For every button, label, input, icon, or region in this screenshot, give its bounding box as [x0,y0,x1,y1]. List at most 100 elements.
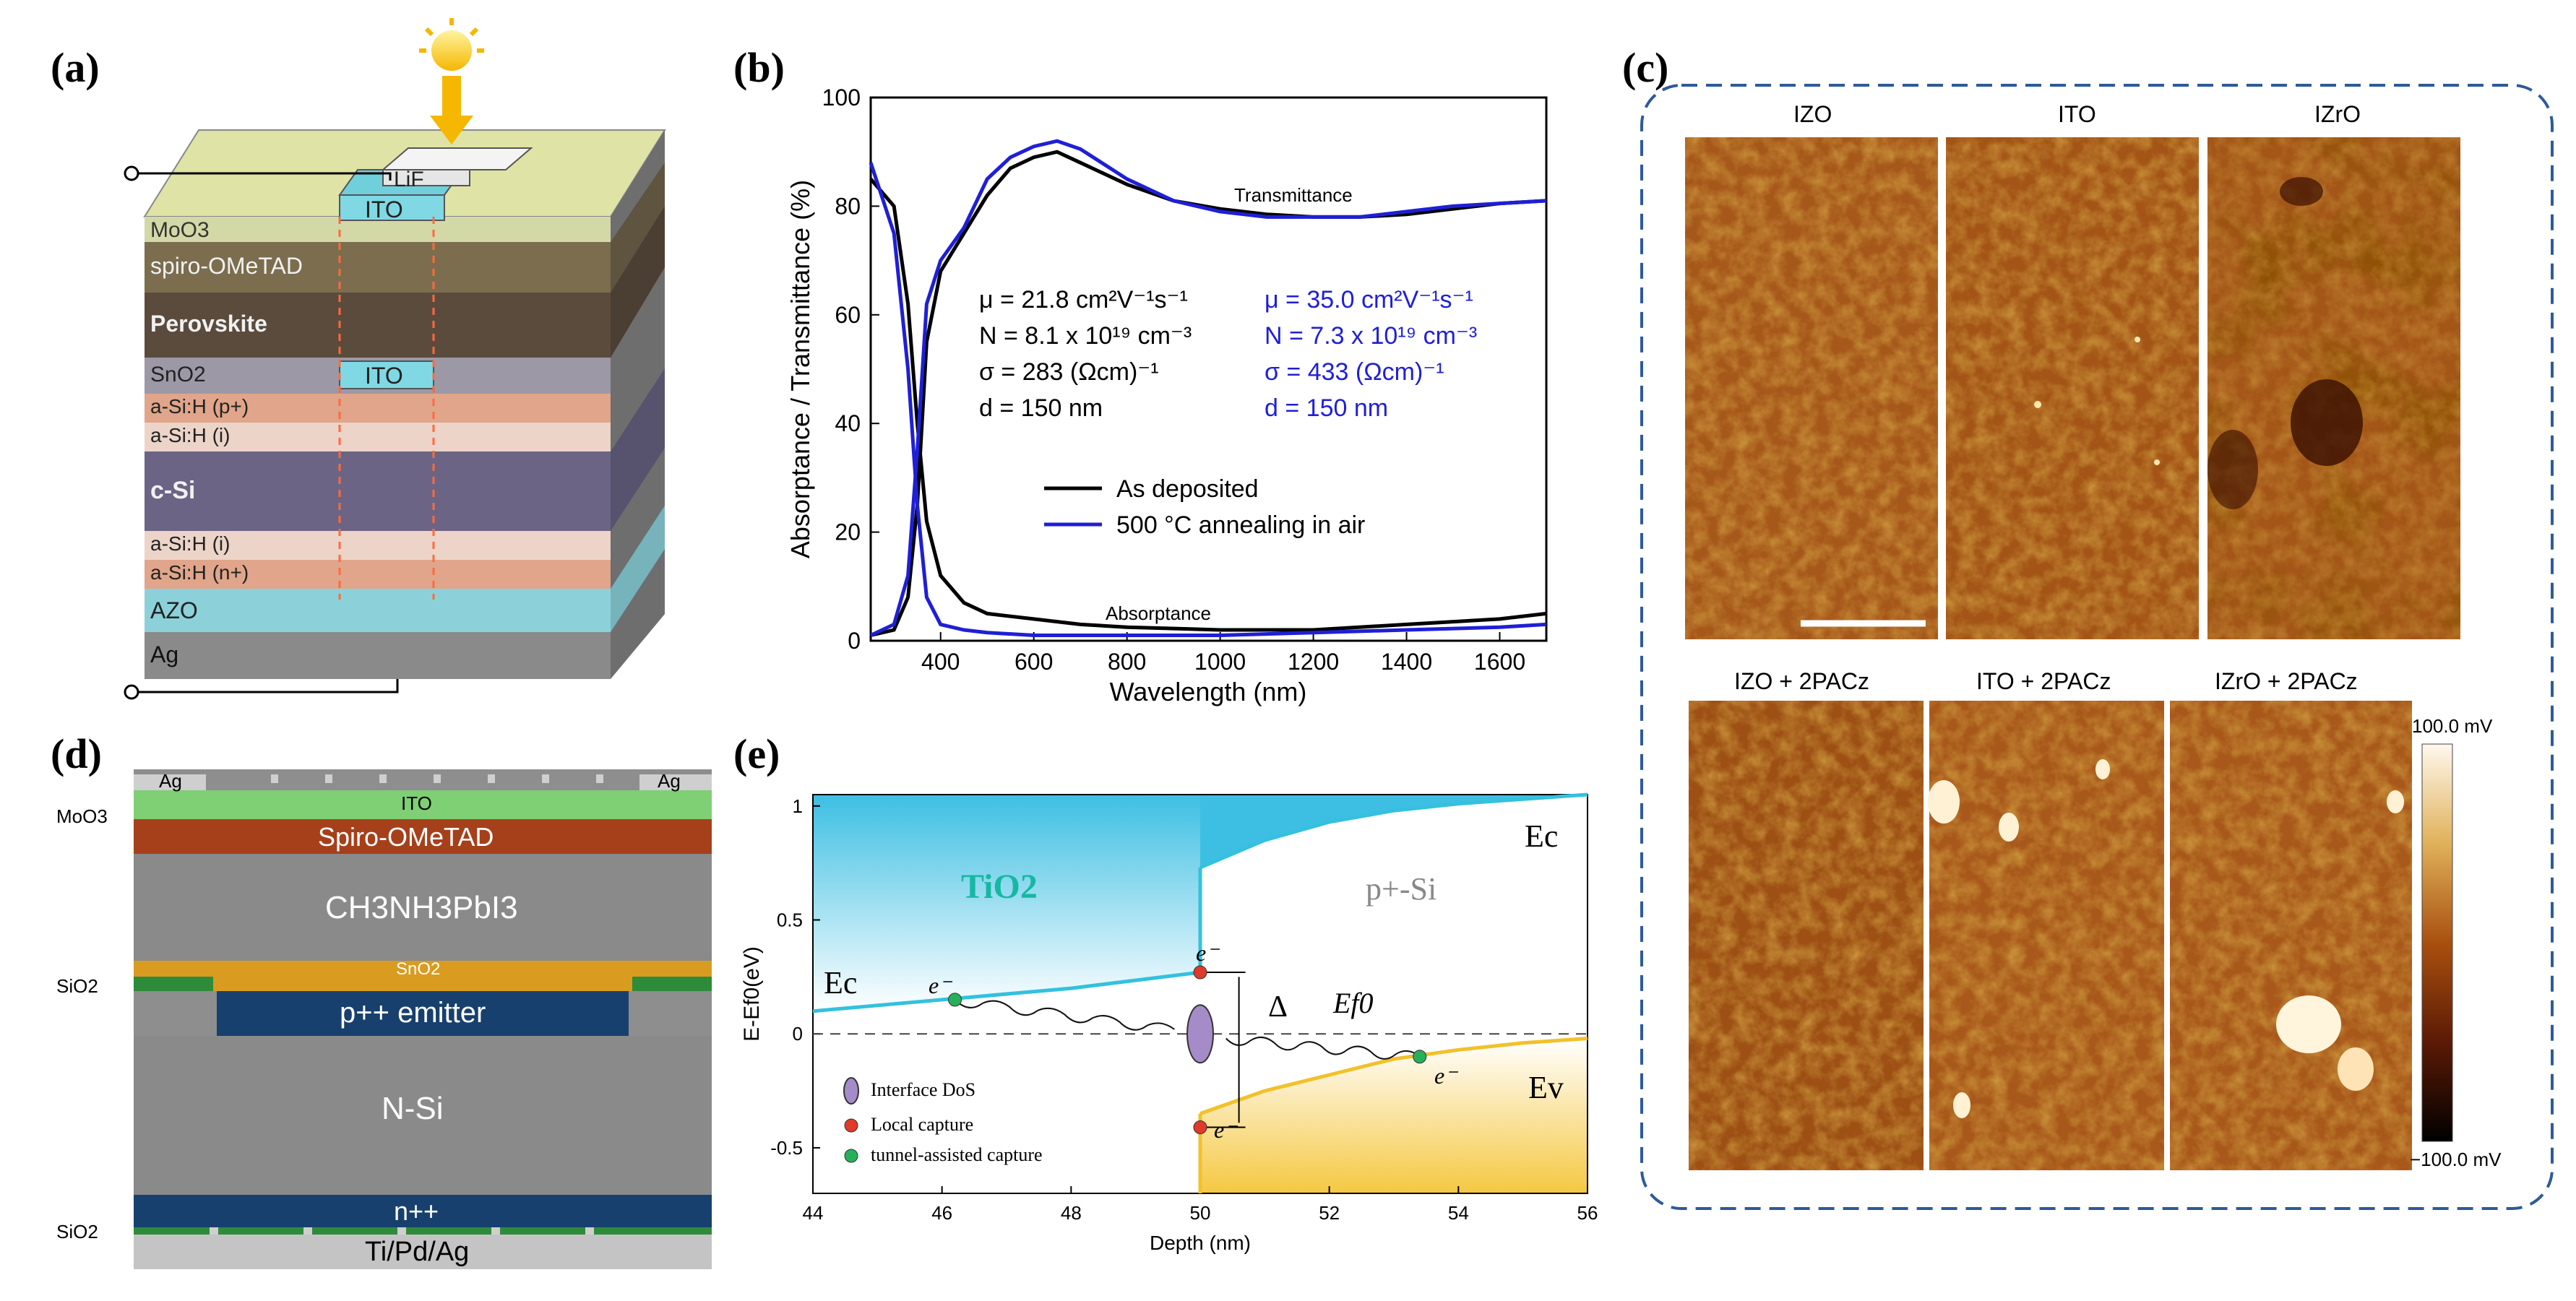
map-ito-2pacz [1928,701,2164,1170]
legend-tunnel-capture: tunnel-assisted capture [871,1144,1043,1165]
layer-nsi [134,1036,712,1195]
label-delta: Δ [1268,990,1288,1024]
label-ag: Ag [150,641,179,667]
y-tick-label: 1 [793,795,803,817]
label-ag-right: Ag [658,770,681,792]
layer-sno2 [145,358,611,394]
x-tick-label: 1000 [1194,649,1246,675]
layer-spiro [134,819,712,854]
x-tick-label: 800 [1108,649,1146,675]
layer-perovskite [145,293,611,358]
y-axis-label: Absorptance / Transmittance (%) [785,180,815,558]
local-capture-marker [1193,965,1207,980]
map-izro [2207,137,2460,639]
layer-sio2-bottom [134,1227,712,1235]
title-ito: ITO [2058,101,2096,127]
label-perovskite: Perovskite [150,311,267,337]
layer-asi-p [145,394,611,423]
y-tick-label: 20 [835,519,861,545]
legend-local-capture: Local capture [871,1114,974,1135]
si-vb-region [1200,1038,1588,1193]
map-ito [1946,137,2199,639]
layer-sio2-top-left [134,977,213,991]
panel-a-label: (a) [51,44,100,91]
x-tick-label: 50 [1190,1202,1211,1224]
label-sno2: SnO2 [150,363,206,386]
label-asi-i-top: a-Si:H (i) [150,424,231,446]
label-perovskite: CH3NH3PbI3 [325,890,518,925]
map-izro-2pacz [2170,701,2412,1170]
layer-azo [145,589,611,632]
x-axis-label: Depth (nm) [1150,1232,1251,1254]
layer-emitter [217,991,629,1036]
layer-contact [134,1235,712,1269]
tunnel-path-left [954,999,1175,1031]
x-tick-label: 1400 [1381,649,1432,675]
legend-annealed: 500 °C annealing in air [1116,511,1365,539]
x-tick-label: 52 [1319,1202,1340,1224]
x-tick-label: 400 [921,649,960,675]
label-ec-right: Ec [1525,818,1559,854]
label-nsi: N-Si [382,1091,444,1126]
label-ef0: Ef0 [1333,987,1374,1019]
label-e2: e⁻ [1196,940,1219,966]
layer-moo3 [145,217,611,242]
label-ito-top: ITO [365,196,403,222]
label-asi-n: a-Si:H (n+) [150,561,249,584]
label-moo3: MoO3 [150,218,210,242]
si-cb-region [1200,795,1588,868]
label-csi: c-Si [150,477,196,504]
label-nplus: n++ [394,1196,439,1226]
tunnel-path-right [1225,1037,1421,1060]
label-lif: LiF [394,168,424,191]
tunnel-capture-marker [948,993,962,1007]
title-ito-2pacz: ITO + 2PACz [1976,668,2111,694]
layer-sno2 [134,961,712,977]
label-tio2: TiO2 [961,868,1038,906]
dashed-border [1640,84,2554,1210]
x-axis-label: Wavelength (nm) [1110,677,1307,706]
layer-spiro [145,242,611,293]
layer-sio2-top-right [632,977,712,991]
panel-d-label: (d) [51,730,102,777]
legend-interface-dos: Interface DoS [871,1079,976,1100]
series-transmittance-2 [869,139,1547,637]
label-sio2-top: SiO2 [56,975,98,997]
layer-nplus [134,1195,712,1227]
y-tick-label: 0 [793,1023,803,1045]
legend-as-deposited: As deposited [1116,475,1259,503]
title-izo-2pacz: IZO + 2PACz [1734,668,1870,694]
layer-asi-n [145,560,611,589]
map-izo-2pacz [1689,701,1924,1170]
label-asi-p: a-Si:H (p+) [150,395,249,418]
params-black: μ = 21.8 cm²V⁻¹s⁻¹ N = 8.1 x 10¹⁹ cm⁻³ σ… [979,286,1192,422]
colorbar-max: 100.0 mV [2412,715,2493,737]
series-transmittance-0 [870,150,1547,637]
label-ito-mid: ITO [365,363,403,389]
layer-ag [145,632,611,679]
y-tick-label: 0.5 [777,909,803,930]
title-izro: IZrO [2314,101,2361,127]
label-asi-i-bottom: a-Si:H (i) [150,532,231,555]
title-izro-2pacz: IZrO + 2PACz [2215,668,2358,694]
y-tick-label: 80 [835,193,861,219]
layer-asi-i-bottom [145,531,611,560]
tio2-region [813,795,1200,1011]
label-ec-left: Ec [824,965,858,1000]
y-tick-label: 100 [822,85,861,111]
label-ev: Ev [1528,1070,1564,1105]
label-moo3: MoO3 [56,805,108,827]
y-tick-label: 40 [835,410,861,436]
x-tick-label: 600 [1015,649,1053,675]
local-capture-marker [1193,1120,1207,1135]
x-tick-label: 54 [1448,1202,1469,1224]
colorbar [2421,743,2453,1142]
layer-ito [134,790,712,819]
label-spiro: Spiro-OMeTAD [318,822,494,852]
label-e1: e⁻ [929,972,952,998]
stack-right-side [611,130,665,679]
